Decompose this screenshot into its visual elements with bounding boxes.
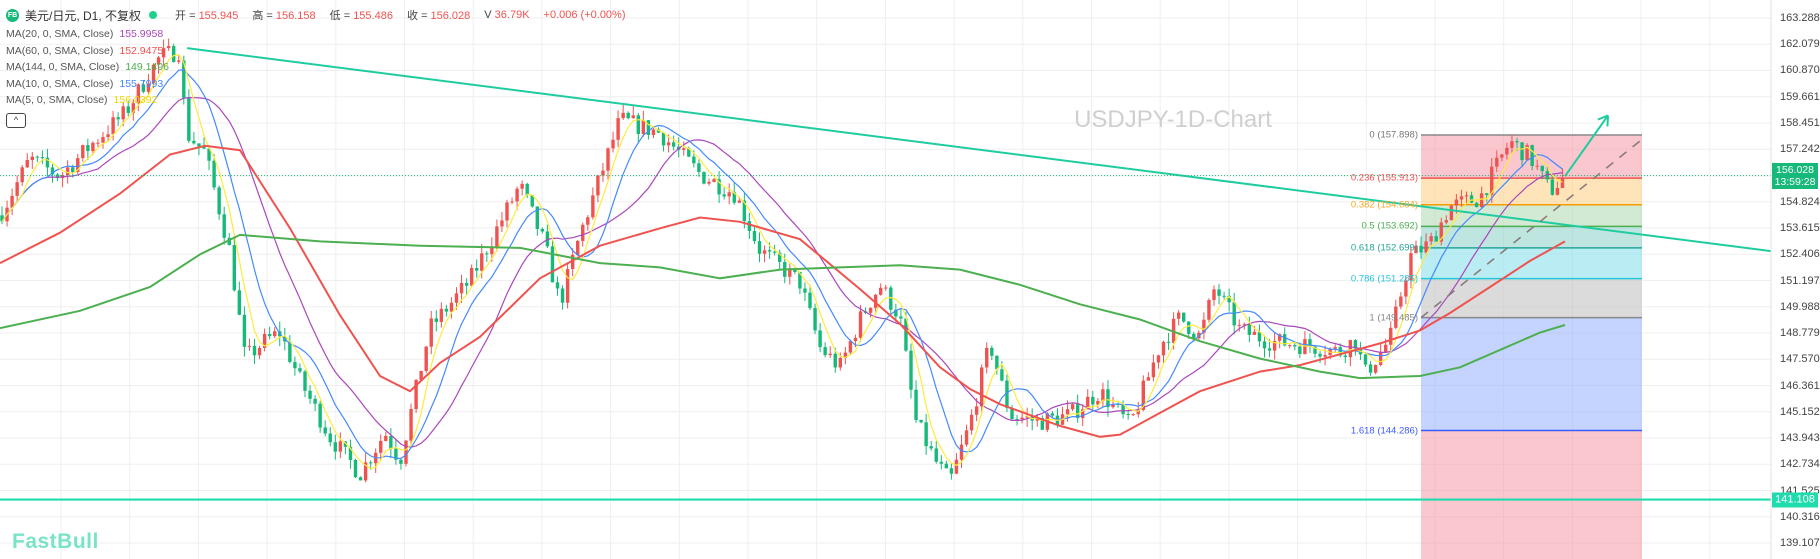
current-price-tag: 156.028 13:59:28 <box>1772 162 1818 189</box>
price-axis-tick: 146.361 <box>1780 379 1820 392</box>
price-axis-tick: 163.288 <box>1780 12 1820 24</box>
indicator-ma5[interactable]: MA(5, 0, SMA, Close) 156.0392 <box>6 94 158 106</box>
ohlc-low: 低 = 155.486 <box>329 10 393 22</box>
fib-level-label: 0.382 (154.684) <box>1350 199 1418 211</box>
price-axis-tick: 153.615 <box>1780 222 1820 234</box>
indicator-ma20[interactable]: MA(20, 0, SMA, Close) 155.9958 <box>6 28 164 40</box>
indicator-ma10[interactable]: MA(10, 0, SMA, Close) 155.7993 <box>6 77 164 90</box>
symbol-title[interactable]: 美元/日元, D1, 不复权 <box>25 8 142 23</box>
fibonacci-retracement[interactable] <box>1421 134 1642 559</box>
price-axis-tick: 147.570 <box>1780 353 1820 366</box>
ohlc-close: 收 = 156.028 <box>406 10 471 22</box>
price-axis-tick: 157.242 <box>1780 143 1820 156</box>
price-change: +0.006 (+0.00%) <box>543 9 626 21</box>
trend-drawings[interactable] <box>0 47 1772 501</box>
indicator-list: MA(20, 0, SMA, Close) 155.9958 MA(60, 0, … <box>6 26 626 109</box>
candle-countdown: 13:59:28 <box>1774 175 1816 188</box>
price-axis-tick: 154.824 <box>1780 195 1820 208</box>
indicator-ma144[interactable]: MA(144, 0, SMA, Close) 149.1496 <box>6 61 169 73</box>
price-axis-tick: 143.943 <box>1780 432 1820 444</box>
chart-watermark: USDJPY-1D-Chart <box>1074 106 1272 133</box>
ohlc-high: 高 = 156.158 <box>252 10 316 22</box>
price-axis-tick: 162.079 <box>1780 38 1820 51</box>
symbol-info-row: FB 美元/日元, D1, 不复权 开 = 155.945 高 = 156.15… <box>6 6 626 24</box>
volume: V 36.79K <box>484 9 530 21</box>
fib-level-label: 0.5 (153.692) <box>1361 220 1418 232</box>
price-axis-tick: 142.734 <box>1780 458 1820 471</box>
fib-level-label: 0.618 (152.699) <box>1350 242 1418 254</box>
collapse-indicators-button[interactable]: ^ <box>6 112 26 128</box>
price-axis-tick: 151.197 <box>1780 274 1820 287</box>
price-axis-tick: 149.988 <box>1780 300 1820 313</box>
fib-level-label: 1 (149.485) <box>1369 312 1418 324</box>
price-axis-tick: 158.451 <box>1780 117 1820 130</box>
indicator-ma60[interactable]: MA(60, 0, SMA, Close) 152.9475 <box>6 44 164 57</box>
price-axis-tick: 140.316 <box>1780 510 1820 523</box>
support-price-tag: 141.108 <box>1772 492 1818 508</box>
price-axis-tick: 145.152 <box>1780 405 1820 418</box>
price-axis-tick: 139.107 <box>1780 537 1820 549</box>
fib-level-label: 0.786 (151.285) <box>1350 273 1418 285</box>
current-price-value: 156.028 <box>1776 163 1814 176</box>
fib-level-label: 1.618 (144.286) <box>1350 425 1418 437</box>
chevron-up-icon: ^ <box>13 115 19 125</box>
fib-level-label: 0 (157.898) <box>1369 129 1418 141</box>
moving-average-lines <box>0 54 1566 470</box>
fastbull-brand-logo: FastBull <box>12 530 99 553</box>
price-axis-tick: 159.661 <box>1780 90 1820 103</box>
price-axis-tick: 160.870 <box>1780 64 1820 77</box>
ohlc-open: 开 = 155.945 <box>175 10 239 22</box>
chart-legend: FB 美元/日元, D1, 不复权 开 = 155.945 高 = 156.15… <box>6 6 626 128</box>
fib-level-label: 0.236 (155.913) <box>1350 172 1418 184</box>
fastbull-logo-icon: FB <box>6 8 19 22</box>
market-status-dot-icon <box>149 11 158 19</box>
price-axis-tick: 148.779 <box>1780 327 1820 339</box>
price-axis-tick: 152.406 <box>1780 248 1820 261</box>
